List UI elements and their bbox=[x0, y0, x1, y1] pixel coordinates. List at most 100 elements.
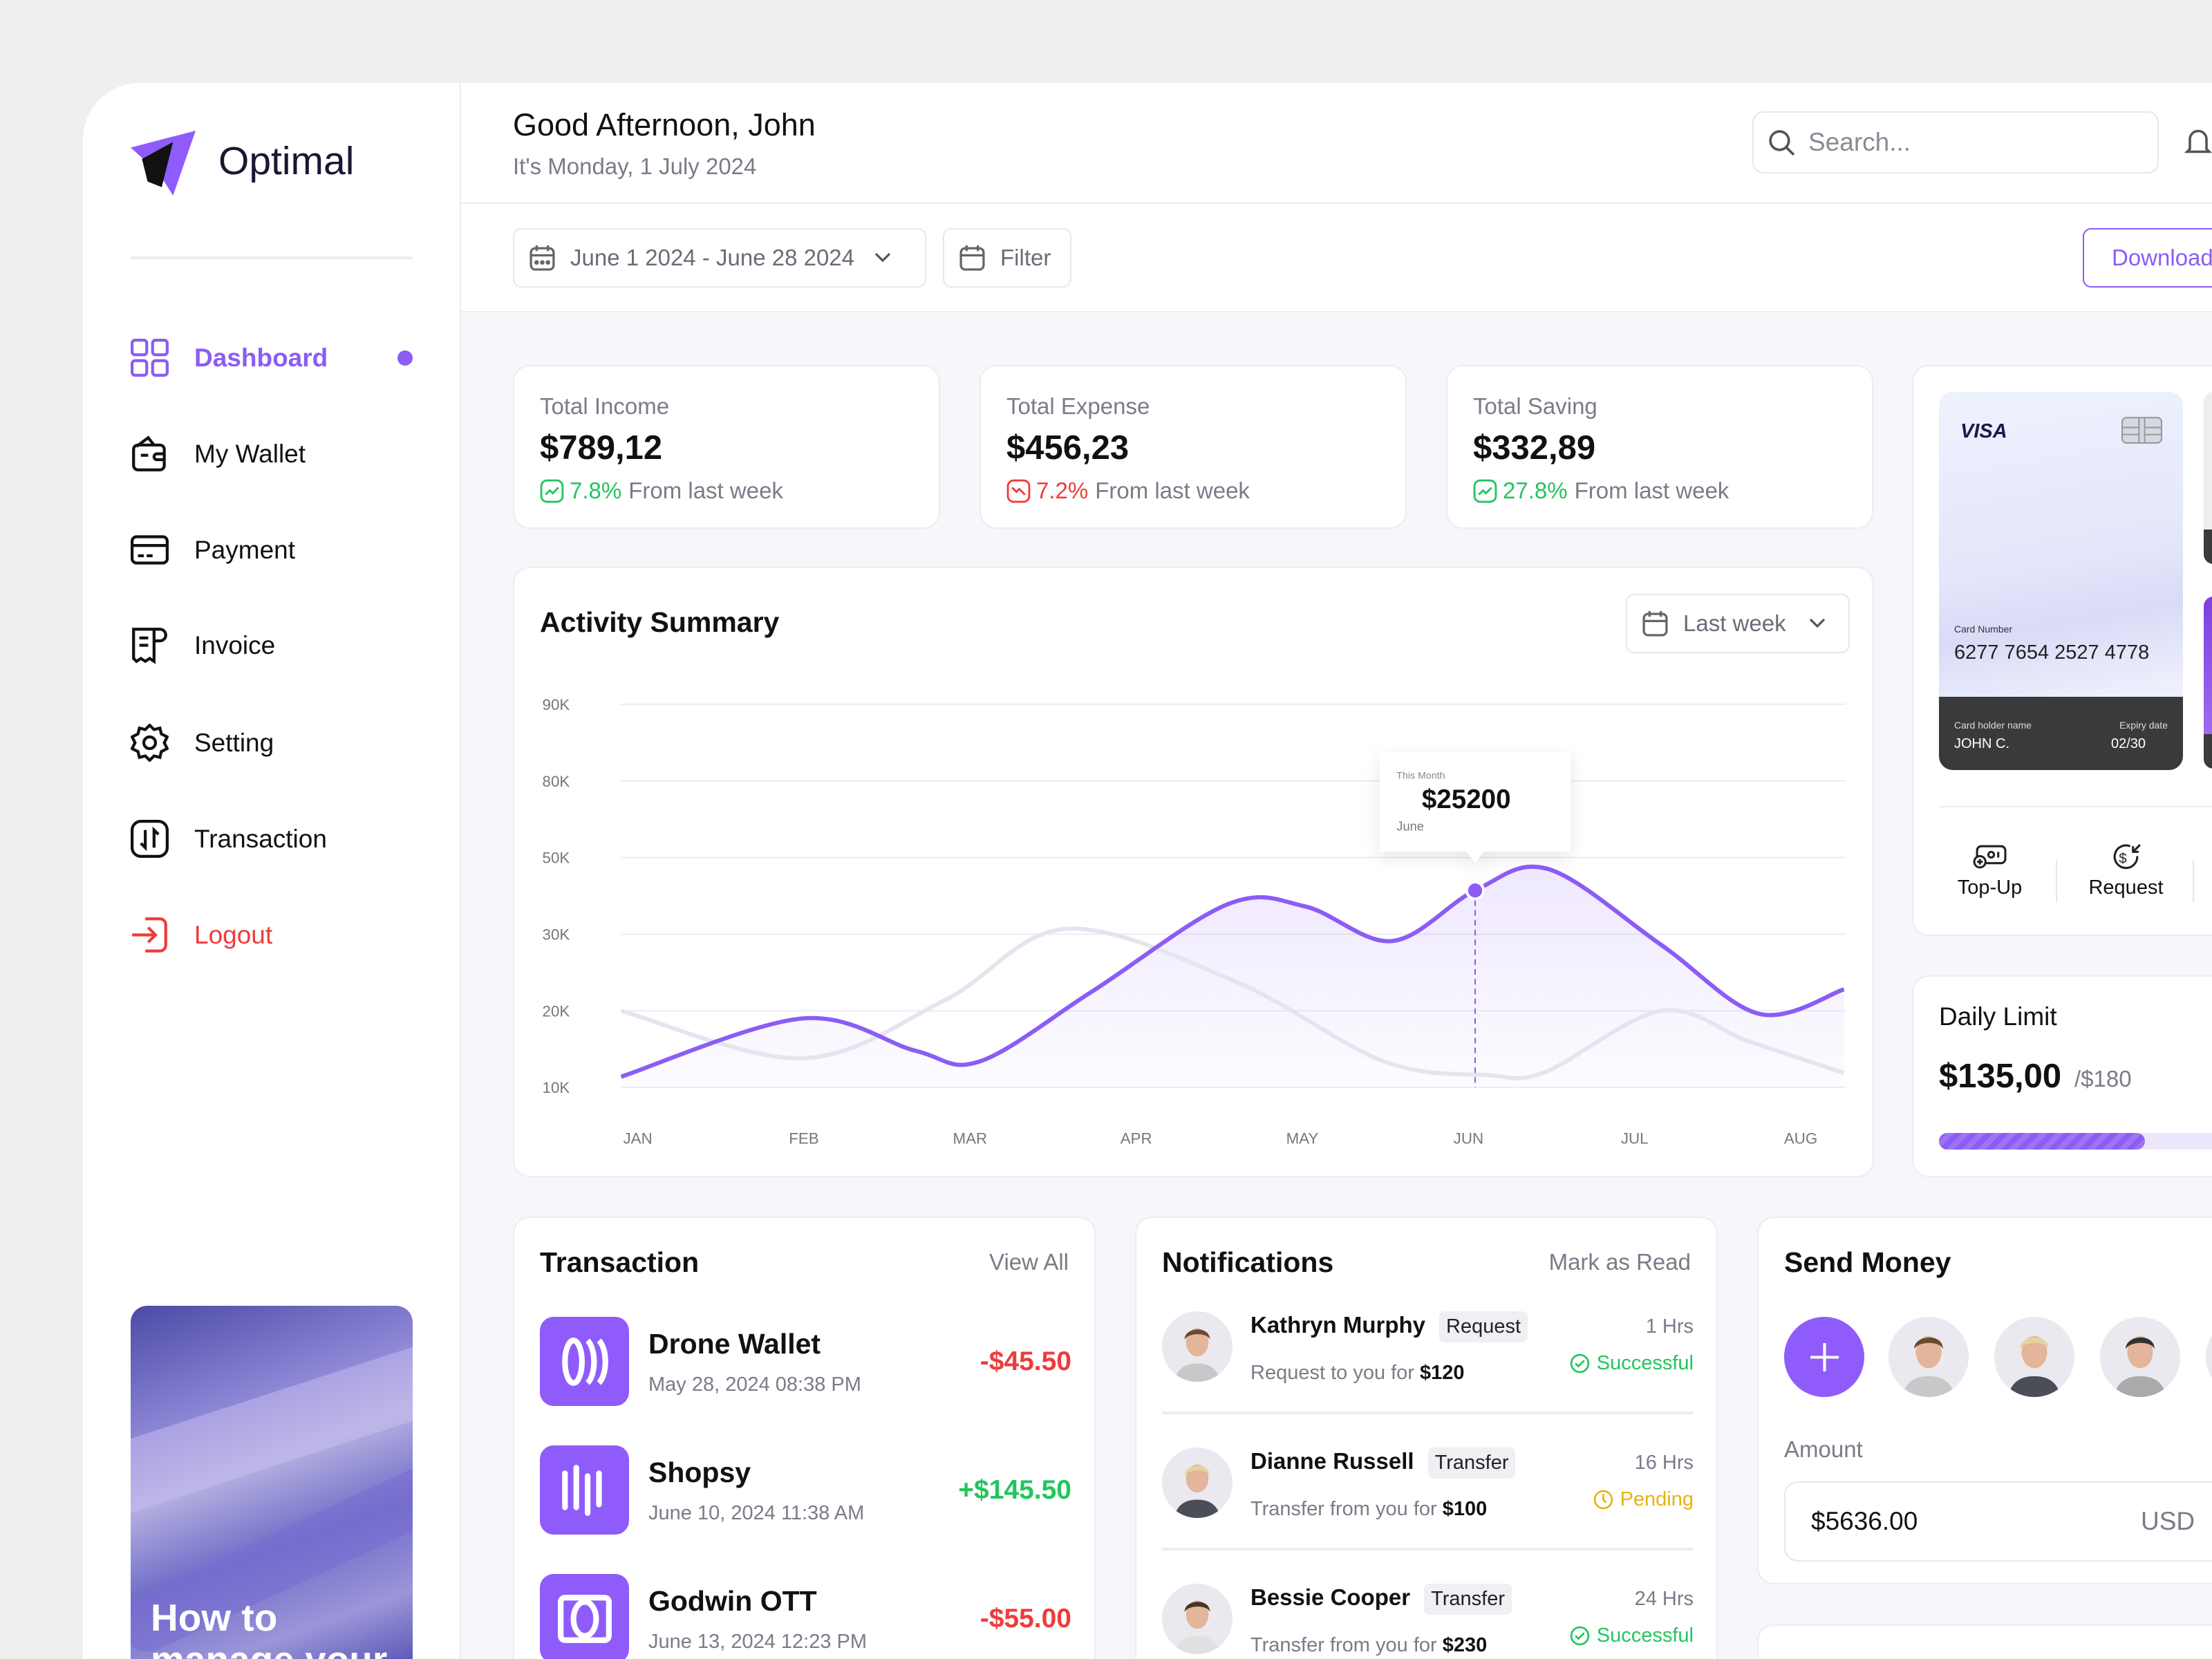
tooltip-sub: June bbox=[1396, 819, 1424, 834]
calendar-icon bbox=[959, 245, 985, 271]
calendar-icon bbox=[1642, 610, 1668, 637]
bell-icon[interactable] bbox=[2184, 125, 2212, 159]
view-all-link[interactable]: View All bbox=[989, 1249, 1069, 1275]
mark-as-read-link[interactable]: Mark as Read bbox=[1548, 1249, 1691, 1275]
series-line-secondary bbox=[620, 926, 1845, 1080]
transaction-date: June 13, 2024 12:23 PM bbox=[648, 1631, 868, 1653]
stat-change: 7.8% bbox=[570, 478, 622, 503]
person-photo bbox=[1888, 1317, 1969, 1397]
recipient-avatar[interactable] bbox=[1888, 1317, 1969, 1397]
sidebar-item-label: Transaction bbox=[194, 824, 327, 853]
merchant-logo bbox=[540, 1445, 629, 1535]
notification-item[interactable]: Kathryn Murphy Request Request to you for… bbox=[1136, 1311, 1716, 1396]
notification-item[interactable]: Dianne Russell Transfer Transfer from you… bbox=[1136, 1447, 1716, 1532]
notification-item[interactable]: Bessie Cooper Transfer Transfer from you … bbox=[1136, 1584, 1716, 1659]
divider bbox=[461, 311, 2212, 312]
y-tick-label: 50K bbox=[543, 850, 570, 867]
secondary-card[interactable] bbox=[2204, 392, 2212, 564]
trend-up-icon bbox=[1473, 479, 1497, 503]
card-number: 6277 7654 2527 4778 bbox=[1954, 641, 2150, 664]
promo-card[interactable]: How to manage your bbox=[131, 1306, 413, 1659]
transfer-icon bbox=[131, 820, 169, 858]
person-photo bbox=[1162, 1311, 1232, 1382]
receipt-icon bbox=[132, 628, 167, 664]
notification-time: 1 Hrs bbox=[1645, 1315, 1694, 1338]
trend-down-icon bbox=[1006, 479, 1031, 503]
stat-value: $456,23 bbox=[1006, 429, 1130, 467]
top-up-button[interactable]: Top-Up bbox=[1933, 843, 2046, 899]
notification-amount: $120 bbox=[1420, 1362, 1465, 1384]
sidebar-item-label: Setting bbox=[194, 728, 274, 757]
sidebar-item-payment[interactable]: Payment bbox=[131, 529, 295, 571]
recipient-avatar[interactable] bbox=[2206, 1317, 2212, 1397]
divider bbox=[461, 203, 2212, 204]
check-circle-icon bbox=[1570, 1626, 1590, 1646]
sidebar-item-transaction[interactable]: Transaction bbox=[131, 818, 327, 860]
divider bbox=[2193, 860, 2194, 902]
credit-card[interactable]: VISA Card Number 6277 7654 2527 4778 Car… bbox=[1939, 392, 2183, 770]
transaction-row[interactable]: Shopsy June 10, 2024 11:38 AM +$145.50 bbox=[514, 1445, 1094, 1535]
stat-card: Total Income $789,12 7.8% From last week bbox=[513, 365, 940, 529]
add-recipient-button[interactable] bbox=[1784, 1317, 1864, 1397]
limit-value: $135,00 bbox=[1939, 1058, 2062, 1095]
brand-name: Optimal bbox=[218, 139, 355, 183]
transaction-row[interactable]: Drone Wallet May 28, 2024 08:38 PM -$45.… bbox=[514, 1317, 1094, 1406]
tooltip-value: $25200 bbox=[1422, 785, 1511, 814]
recipient-avatar[interactable] bbox=[2100, 1317, 2180, 1397]
filter-label: Filter bbox=[1000, 245, 1051, 270]
search-input[interactable]: Search... bbox=[1752, 111, 2159, 174]
sidebar-item-setting[interactable]: Setting bbox=[131, 722, 274, 764]
person-photo bbox=[2206, 1317, 2212, 1397]
merchant-name: Drone Wallet bbox=[648, 1328, 821, 1360]
current-date: It's Monday, 1 July 2024 bbox=[513, 153, 757, 179]
download-button[interactable]: Download bbox=[2083, 228, 2212, 288]
transaction-date: June 10, 2024 11:38 AM bbox=[648, 1502, 865, 1524]
request-button[interactable]: $ Request bbox=[2070, 843, 2182, 899]
sender-name: Bessie Cooper bbox=[1250, 1584, 1411, 1610]
y-tick-label: 20K bbox=[543, 1002, 570, 1020]
grid-icon bbox=[131, 339, 169, 377]
godwin-ott-logo-icon bbox=[557, 1594, 612, 1643]
sidebar-item-invoice[interactable]: Invoice bbox=[131, 624, 275, 666]
recipient-avatar[interactable] bbox=[1994, 1317, 2074, 1397]
x-tick-label: JAN bbox=[624, 1130, 653, 1147]
notification-status: Successful bbox=[1596, 1352, 1694, 1374]
expiry-label: Expiry date bbox=[2119, 720, 2168, 731]
filter-button[interactable]: Filter bbox=[943, 228, 1071, 288]
card-number-label: Card Number bbox=[1954, 624, 2013, 635]
date-range-picker[interactable]: June 1 2024 - June 28 2024 bbox=[513, 228, 926, 288]
sidebar-item-logout[interactable]: Logout bbox=[131, 914, 272, 956]
notification-amount: $100 bbox=[1442, 1498, 1488, 1520]
notification-text: Transfer from you for bbox=[1250, 1498, 1437, 1520]
x-tick-label: APR bbox=[1121, 1130, 1152, 1147]
secondary-card[interactable] bbox=[2204, 597, 2212, 769]
person-photo bbox=[1994, 1317, 2074, 1397]
transaction-row[interactable]: Godwin OTT June 13, 2024 12:23 PM -$55.0… bbox=[514, 1574, 1094, 1659]
search-placeholder: Search... bbox=[1808, 128, 1911, 156]
expiry-date: 02/30 bbox=[2111, 736, 2146, 751]
stat-value: $789,12 bbox=[540, 429, 663, 467]
check-circle-icon bbox=[1570, 1353, 1590, 1374]
promo-text: How to manage your bbox=[151, 1596, 387, 1659]
card-brand: VISA bbox=[1960, 420, 2007, 442]
y-tick-label: 90K bbox=[543, 696, 570, 713]
download-label: Download bbox=[2112, 245, 2212, 270]
card-title: Notifications bbox=[1162, 1246, 1334, 1278]
clock-icon bbox=[1593, 1490, 1613, 1510]
notification-amount: $230 bbox=[1442, 1634, 1488, 1656]
sidebar-item-dashboard[interactable]: Dashboard bbox=[131, 337, 413, 379]
avatar bbox=[1162, 1311, 1232, 1382]
currency-label: USD bbox=[2141, 1507, 2195, 1535]
avatar bbox=[1162, 1584, 1232, 1654]
activity-chart: 10K 20K 30K 50K 80K 90K JAN FEB MAR APR MAY JUN JUL A… bbox=[543, 696, 1846, 1147]
card-title: Activity Summary bbox=[540, 606, 780, 638]
series-area bbox=[621, 866, 1844, 1088]
period-dropdown[interactable]: Last week bbox=[1626, 594, 1850, 653]
amount-label: Amount bbox=[1784, 1436, 1863, 1462]
sidebar-item-my-wallet[interactable]: My Wallet bbox=[131, 433, 306, 475]
stat-label: Total Income bbox=[540, 393, 670, 419]
chevron-down-icon bbox=[874, 252, 891, 263]
amount-input[interactable]: $5636.00 USD bbox=[1784, 1481, 2212, 1562]
trend-up-icon bbox=[540, 479, 564, 503]
transaction-amount: -$45.50 bbox=[980, 1347, 1071, 1376]
